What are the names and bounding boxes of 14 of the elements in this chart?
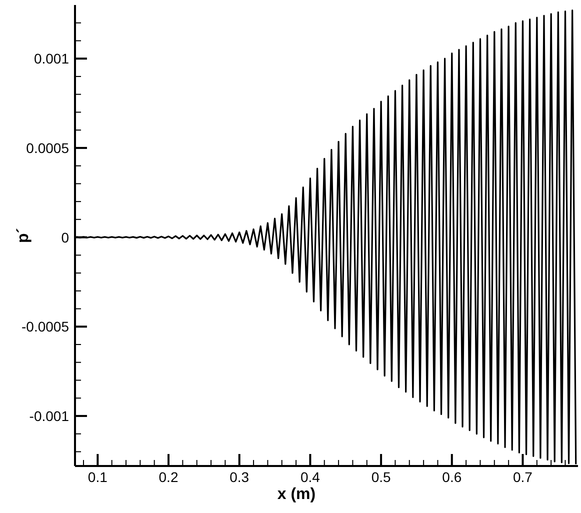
x-tick-label: 0.1 bbox=[88, 469, 108, 485]
y-tick-label: 0 bbox=[61, 229, 70, 246]
x-tick-label: 0.4 bbox=[300, 469, 320, 485]
x-tick-label: 0.5 bbox=[371, 469, 391, 485]
x-tick-label: 0.2 bbox=[158, 469, 178, 485]
x-axis-title: x (m) bbox=[277, 486, 316, 503]
y-tick-label: 0.0005 bbox=[26, 140, 70, 156]
x-tick-label: 0.7 bbox=[513, 469, 533, 485]
x-tick-label: 0.3 bbox=[230, 469, 250, 485]
y-tick-label: 0.001 bbox=[34, 50, 70, 67]
y-tick-label: -0.0005 bbox=[22, 318, 70, 335]
x-tick-label: 0.6 bbox=[442, 469, 462, 485]
y-axis-title: p´ bbox=[15, 228, 32, 244]
y-tick-label: -0.001 bbox=[29, 408, 70, 424]
